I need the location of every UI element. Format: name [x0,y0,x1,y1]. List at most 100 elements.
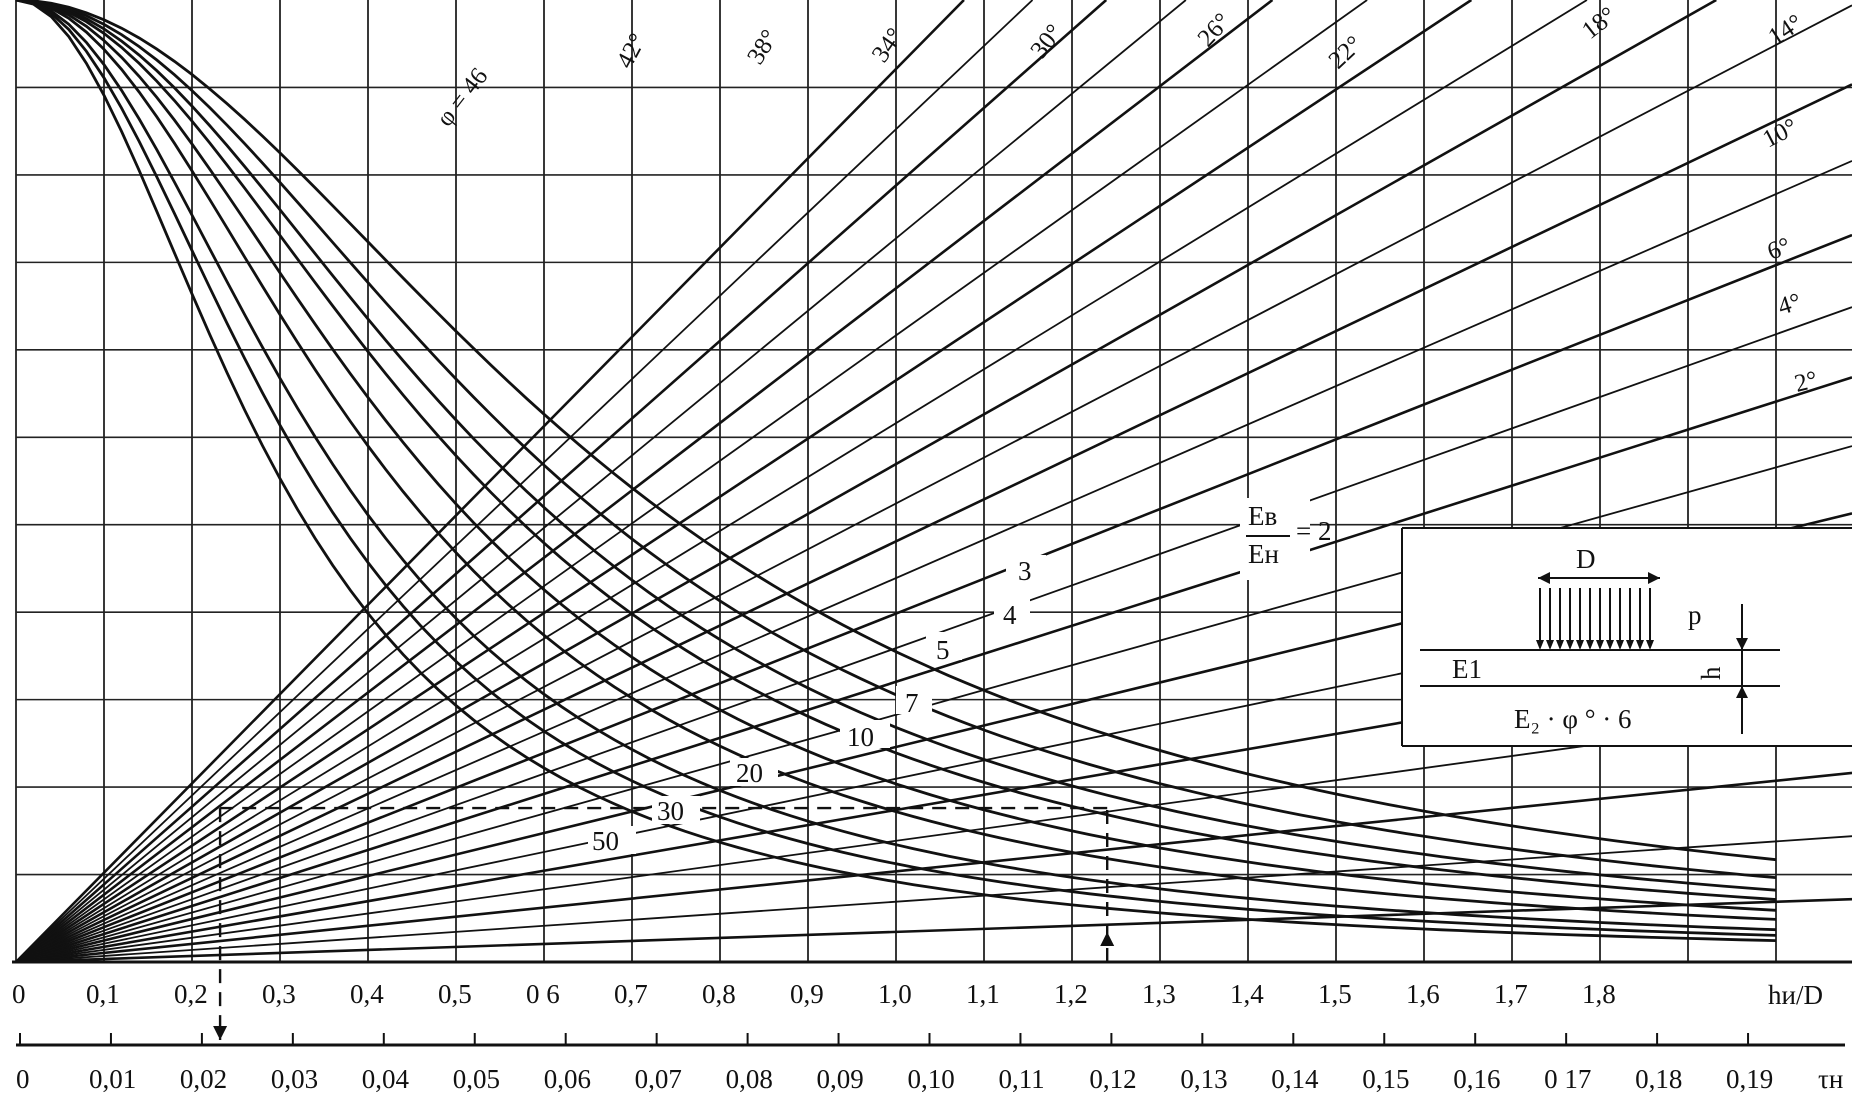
x-tick-label: 0,2 [174,979,208,1009]
ratio-label-30: 30 [657,796,684,826]
angle-label-38: 38° [742,25,783,69]
angle-label-4: 4° [1775,288,1804,320]
tau-tick-label: 0 [16,1064,30,1094]
x-tick-label: 0 6 [526,979,560,1009]
tau-tick-label: 0,01 [89,1064,136,1094]
angle-line [15,233,1852,964]
tau-tick-label: 0,19 [1726,1064,1773,1094]
angle-label-46: φ = 46 [431,63,493,132]
load-arrows [1536,588,1654,650]
angle-line [15,83,1852,964]
angle-line [15,0,1187,963]
angle-lines [15,0,1852,964]
tau-tick-label: 0,15 [1362,1064,1409,1094]
angle-line [15,897,1852,964]
loading-scheme-inset: D p E1 E₂ · φ ° · 6 h [1401,527,1852,747]
ratio-label-7: 7 [905,688,919,718]
tau-tick-label: 0,09 [817,1064,864,1094]
load-arrow-head [1646,640,1654,650]
tau-tick-label: 0,16 [1453,1064,1500,1094]
ratio-label-top: Eв [1248,501,1277,531]
x-tick-label: 1,4 [1230,979,1264,1009]
ratio-label-50: 50 [592,826,619,856]
x-tick-label: 1,3 [1142,979,1176,1009]
x-tick-label: 0,8 [702,979,736,1009]
angle-label-18: 18° [1577,2,1621,45]
angle-label-26: 26° [1193,8,1237,52]
inset-layer1-label: E1 [1452,654,1482,684]
x-tick-label: 0,1 [86,979,120,1009]
ratio-label-5: 5 [936,635,950,665]
ratio-label-20: 20 [736,758,763,788]
modulus-ratio-labels: Eв Eн = 2 3 4 5 7 10 20 30 50 [588,498,1331,856]
load-arrow-head [1596,640,1604,650]
load-arrow-head [1576,640,1584,650]
secondary-x-axis [16,1033,1845,1047]
x-tick-label: 0,9 [790,979,824,1009]
tau-tick-label: 0,14 [1271,1064,1319,1094]
angle-line [15,0,1588,963]
tau-tick-label: 0,03 [271,1064,318,1094]
angle-line [15,0,1108,963]
ratio-label-bottom: Eн [1248,539,1279,569]
ratio-curve-20 [15,0,1777,932]
x-tick-label: 1,5 [1318,979,1352,1009]
x-tick-label: 1,1 [966,979,1000,1009]
tau-tick-label: 0,13 [1180,1064,1227,1094]
tau-tick-label: 0,10 [908,1064,955,1094]
angle-line [15,708,1852,963]
tau-tick-label: 0,06 [544,1064,591,1094]
x-axis-title: hи/D [1768,980,1823,1010]
inset-diameter-label: D [1576,544,1596,574]
tau-tick-label: 0,04 [362,1064,410,1094]
tau-tick-label: 0,05 [453,1064,500,1094]
angle-label-2: 2° [1792,366,1820,398]
angle-line [15,0,1034,963]
ratio-curve-10 [15,0,1777,921]
load-arrow-head [1556,640,1564,650]
grid [15,0,1852,962]
tau-tick-label: 0,11 [998,1064,1044,1094]
secondary-axis-title: τн [1818,1064,1843,1094]
angle-line [15,835,1852,963]
load-arrow-head [1616,640,1624,650]
x-tick-label: 0,4 [350,979,384,1009]
angle-label-22: 22° [1324,31,1368,75]
x-tick-label: 1,2 [1054,979,1088,1009]
tau-tick-label: 0,07 [635,1064,682,1094]
example-arrow-down [213,1026,228,1040]
ratio-label-10: 10 [847,722,874,752]
x-tick-label: 1,6 [1406,979,1440,1009]
tau-tick-label: 0 17 [1544,1064,1591,1094]
inset-load-label: p [1688,600,1702,630]
x-tick-label: 0,3 [262,979,296,1009]
x-tick-label: 1,0 [878,979,912,1009]
tau-tick-label: 0,12 [1089,1064,1136,1094]
x-tick-label: 1,7 [1494,979,1528,1009]
ratio-label-3: 3 [1018,556,1032,586]
tau-tick-label: 0,02 [180,1064,227,1094]
ratio-curve-30 [15,0,1777,937]
load-arrow-head [1566,640,1574,650]
angle-line [15,0,1717,964]
load-arrow-head [1546,640,1554,650]
angle-label-14: 14° [1764,9,1808,51]
angle-line [15,376,1852,964]
angle-line [15,0,1368,963]
load-arrow-head [1606,640,1614,650]
load-arrow-head [1536,640,1544,650]
angle-label-10: 10° [1758,113,1801,153]
x-tick-label: 1,8 [1582,979,1616,1009]
ratio-curve-7 [15,0,1777,912]
x-tick-label: 0,7 [614,979,648,1009]
ratio-curve-50 [15,0,1777,942]
load-arrow-head [1636,640,1644,650]
ratio-label-equals: = 2 [1296,516,1331,546]
tau-tick-label: 0,18 [1635,1064,1682,1094]
load-arrow-head [1626,640,1634,650]
ratio-label-4: 4 [1003,600,1017,630]
inset-thickness-label: h [1696,666,1726,680]
ratio-curve-5 [15,0,1777,901]
ratio-curve-2 [15,0,1777,862]
